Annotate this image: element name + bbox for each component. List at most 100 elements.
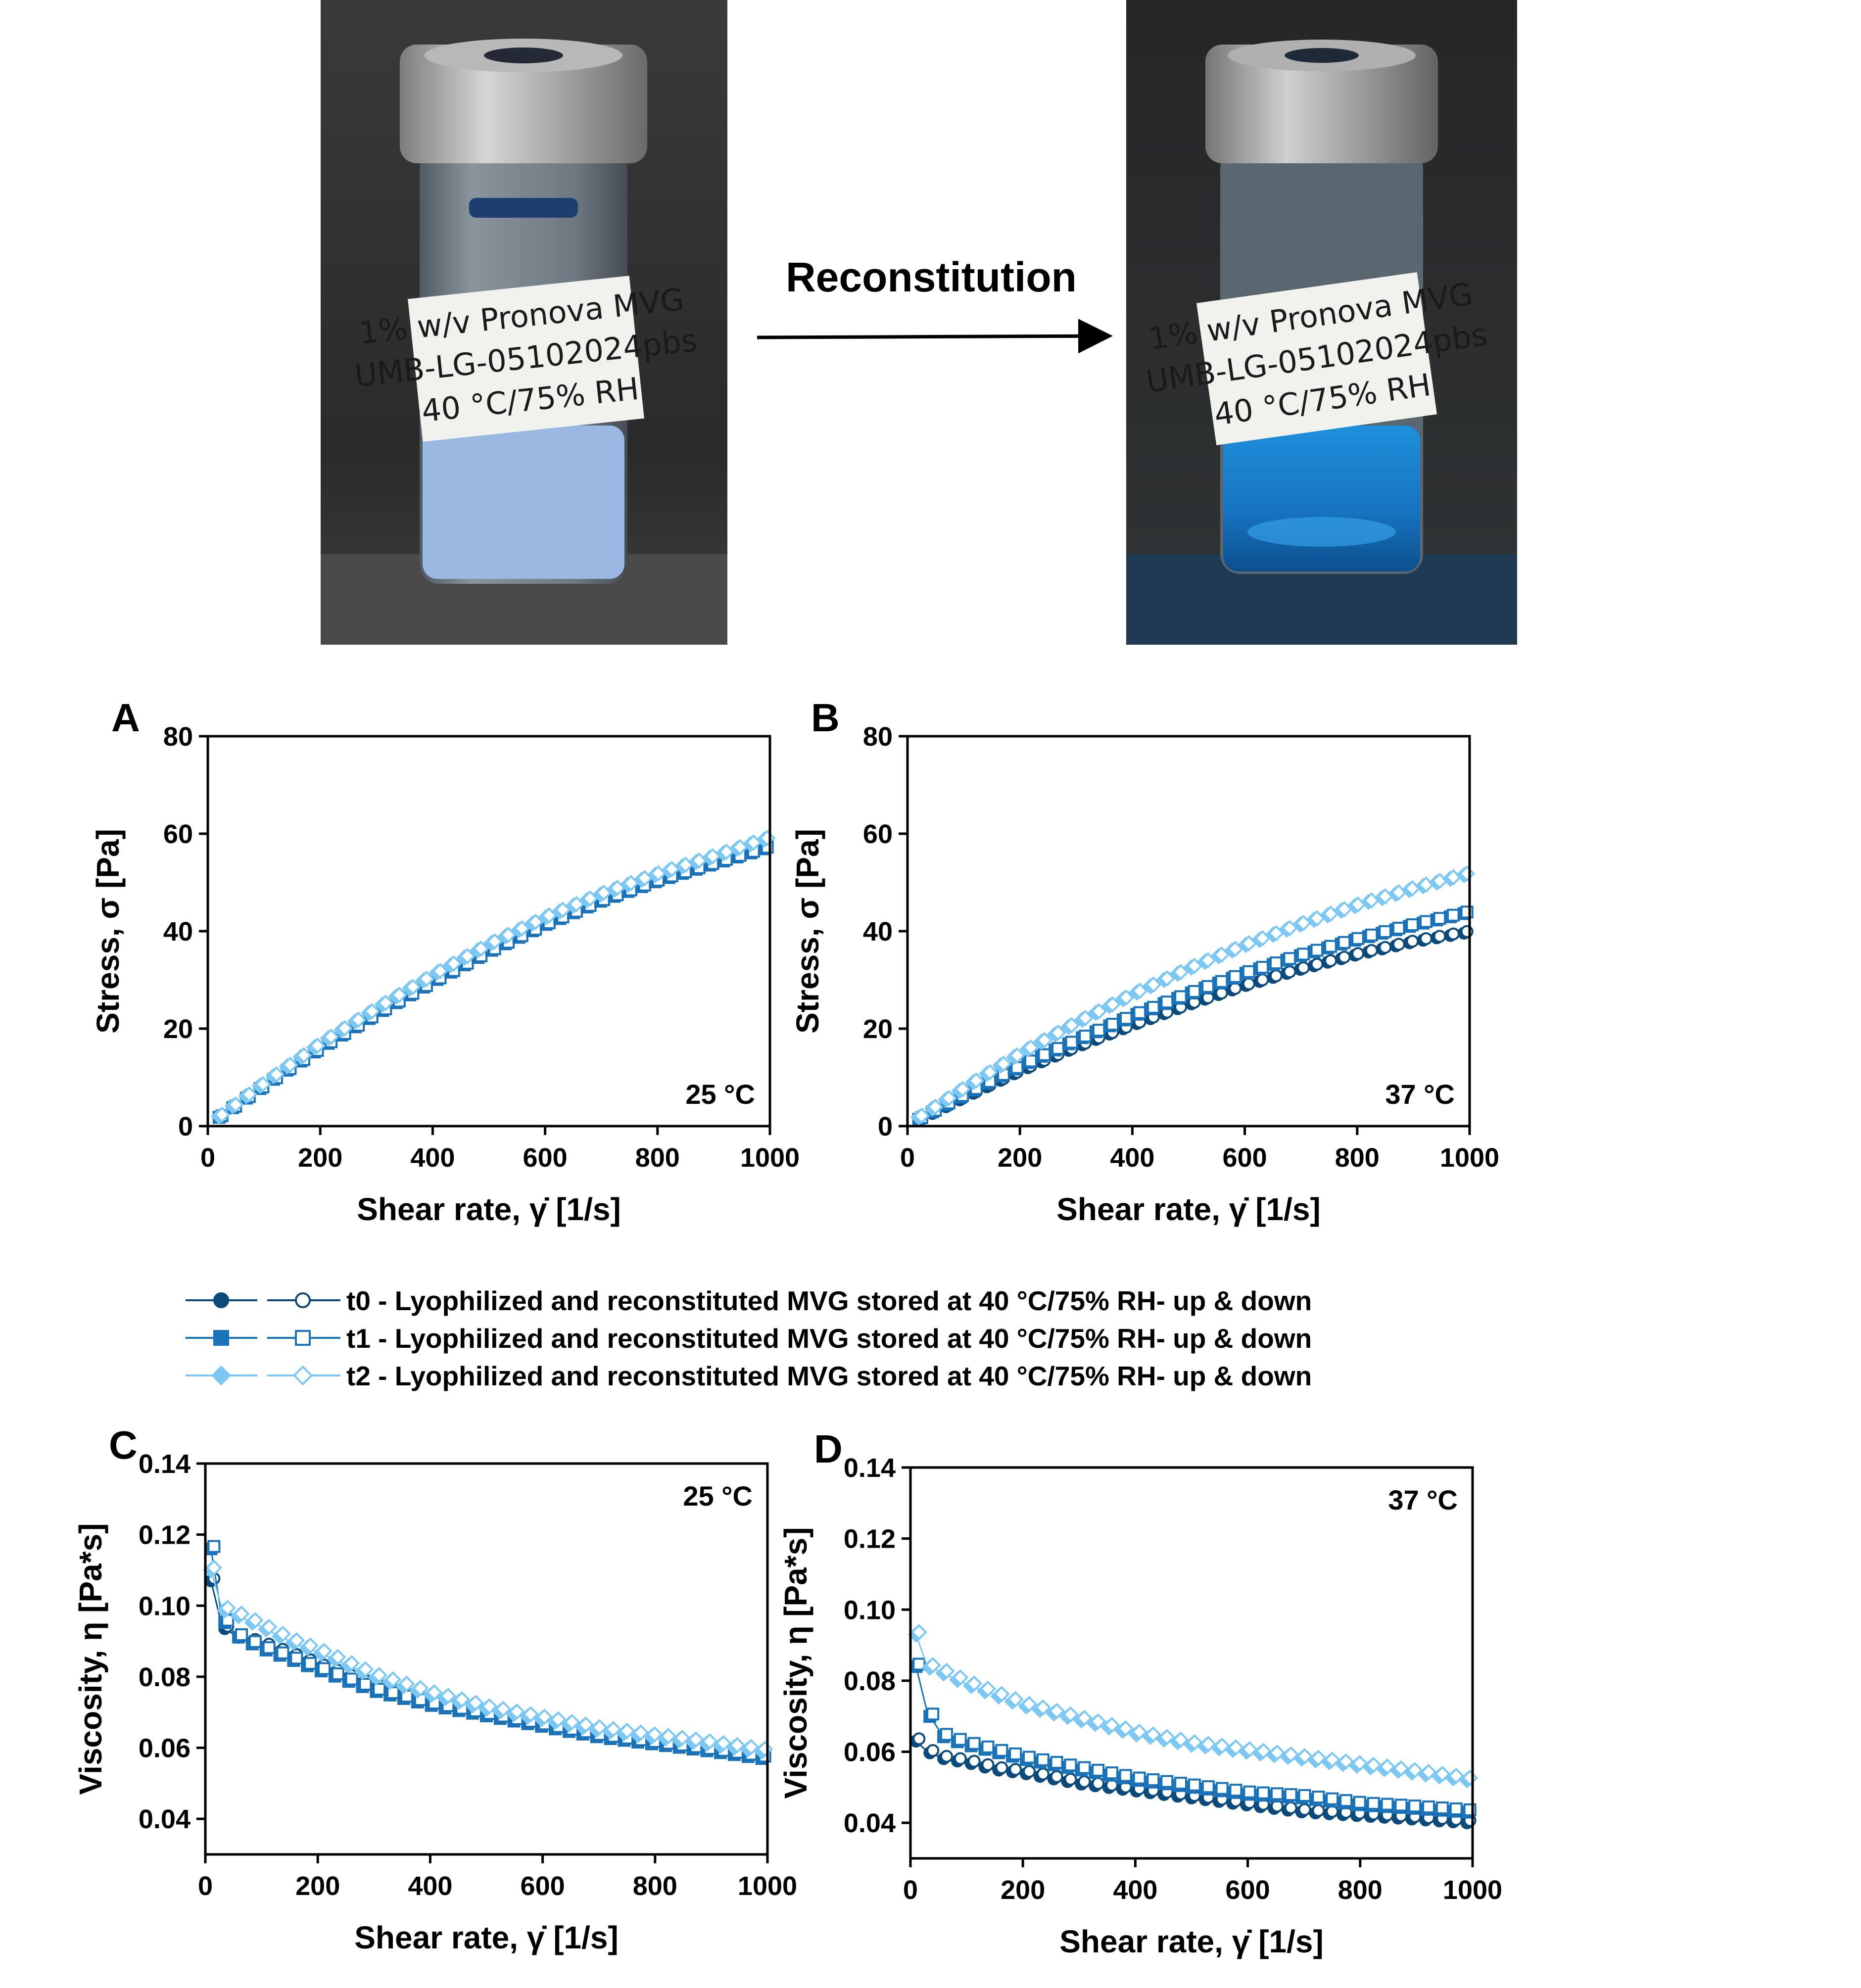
data-point-down-t1 [1312,1791,1325,1804]
x-axis-title: Shear rate, γ̇ [1/s] [1056,1191,1321,1227]
data-point-down-t2 [729,1737,746,1753]
data-point-down-t2 [995,1055,1012,1072]
data-point-down-t2 [214,1106,231,1123]
data-point-down-t0 [981,1758,995,1771]
x-tick-label: 600 [1223,1143,1267,1173]
data-point-down-t1 [1269,956,1283,970]
data-point-down-t2 [514,920,530,937]
temperature-label: 25 °C [683,1480,753,1512]
data-point-down-t1 [1297,947,1310,961]
data-point-down-t2 [1091,1003,1107,1020]
data-point-down-t1 [1229,1784,1242,1797]
data-point-down-t1 [1160,1775,1174,1788]
chart-panel-b: 0 200 400 600 800 1000 0 20 40 60 80 Shear rate, γ̇… [790,696,1499,1227]
data-point-down-t2 [261,1618,278,1635]
data-point-down-t2 [481,1698,498,1715]
data-point-down-t2 [941,1089,957,1106]
y-tick-label: 0.06 [139,1734,191,1763]
data-point-down-t1 [318,1662,331,1675]
y-tick-label: 40 [163,917,193,947]
panel-letter: C [109,1423,138,1467]
data-point-down-t1 [1353,1796,1366,1809]
x-tick-label: 600 [521,1871,565,1901]
data-point-down-t2 [486,933,503,950]
x-axis-title: Shear rate, γ̇ [1/s] [1059,1924,1324,1959]
data-point-down-t2 [453,1691,470,1708]
data-point-down-t2 [274,1625,291,1642]
data-point-down-t2 [1172,1731,1189,1748]
data-point-down-t2 [1159,970,1176,987]
data-point-down-t2 [1077,1010,1094,1027]
data-point-down-t2 [467,1695,484,1711]
data-point-down-t0 [912,1732,926,1746]
data-point-down-t2 [979,1680,997,1697]
y-tick-label: 0.14 [139,1449,191,1479]
series-line-t0 [218,843,765,1118]
legend-item-t1: t1 - Lyophilized and reconstituted MVG s… [186,1323,1312,1354]
y-tick-label: 0 [878,1112,893,1141]
photo-lyophilized-vial: 1% w/v Pronova MVG UMB-LG-05102024pbs 40… [321,0,727,645]
data-point-down-t2 [343,1655,360,1672]
data-point-down-t1 [1447,908,1460,922]
x-tick-label: 1000 [740,1143,800,1173]
data-point-down-t0 [1050,1770,1063,1783]
data-point-down-t1 [1160,995,1174,1009]
x-tick-label: 1000 [1440,1143,1499,1173]
data-point-down-t2 [981,1064,999,1081]
data-point-down-t2 [247,1612,264,1629]
data-point-down-t2 [241,1086,258,1103]
data-point-down-t2 [336,1020,353,1037]
data-point-down-t1 [1283,952,1296,965]
data-point-down-t0 [1242,977,1255,991]
data-point-down-t2 [398,1675,415,1692]
data-point-down-t0 [940,1750,954,1763]
data-point-down-t1 [940,1728,954,1741]
series-line-t2 [218,839,765,1117]
data-point-down-t0 [1023,1765,1036,1778]
data-point-down-t1 [1365,928,1378,942]
data-point-down-t0 [1283,965,1296,979]
x-tick-label: 400 [1113,1875,1157,1905]
photo-reconstituted-vial: 1% w/v Pronova MVG UMB-LG-05102024pbs 40… [1126,0,1517,645]
chart-panel-a: 0 200 400 600 800 1000 0 20 40 60 80 Shear rate, γ̇… [90,696,800,1227]
x-tick-label: 800 [1335,1143,1380,1173]
data-point-down-t2 [418,970,435,987]
data-point-down-t2 [1158,1729,1175,1746]
data-point-down-t2 [473,940,489,957]
y-tick-label: 80 [163,722,193,752]
series-t2 [202,1560,773,1760]
data-point-down-t1 [1392,921,1405,935]
data-point-down-t2 [1062,1706,1079,1723]
data-point-down-t1 [1105,1766,1119,1780]
data-point-down-t2 [1131,1723,1148,1740]
y-tick-label: 0.04 [139,1804,191,1834]
data-point-down-t0 [1284,1801,1297,1814]
data-point-down-t0 [1419,932,1432,946]
y-axis-title: Viscosity, η [Pa*s] [73,1523,108,1795]
series-t1 [909,1657,1477,1819]
data-point-down-t2 [968,1072,985,1089]
data-point-down-t1 [1284,1788,1297,1801]
data-point-down-t1 [1270,1787,1284,1800]
x-tick-label: 800 [635,1143,680,1173]
y-tick-label: 0.10 [844,1595,896,1625]
data-point-down-t1 [1106,1018,1119,1031]
data-point-down-t1 [304,1657,317,1670]
data-point-down-t1 [1419,915,1432,928]
data-point-down-t2 [205,1560,222,1576]
data-point-down-t2 [384,1671,401,1688]
data-point-down-t1 [1078,1761,1091,1774]
x-tick-label: 1000 [738,1871,797,1901]
x-tick-label: 200 [295,1871,340,1901]
y-tick-label: 60 [163,819,193,849]
data-point-down-t2 [1035,1699,1051,1716]
temperature-label: 25 °C [685,1079,755,1110]
y-tick-label: 0.12 [139,1520,191,1550]
data-point-down-t1 [331,1667,344,1680]
data-point-down-t1 [1215,975,1228,988]
y-tick-label: 0.08 [844,1666,896,1696]
x-tick-label: 600 [1226,1875,1270,1905]
data-point-down-t1 [345,1672,358,1686]
data-point-down-t2 [288,1632,305,1649]
data-point-down-t0 [1392,938,1405,951]
